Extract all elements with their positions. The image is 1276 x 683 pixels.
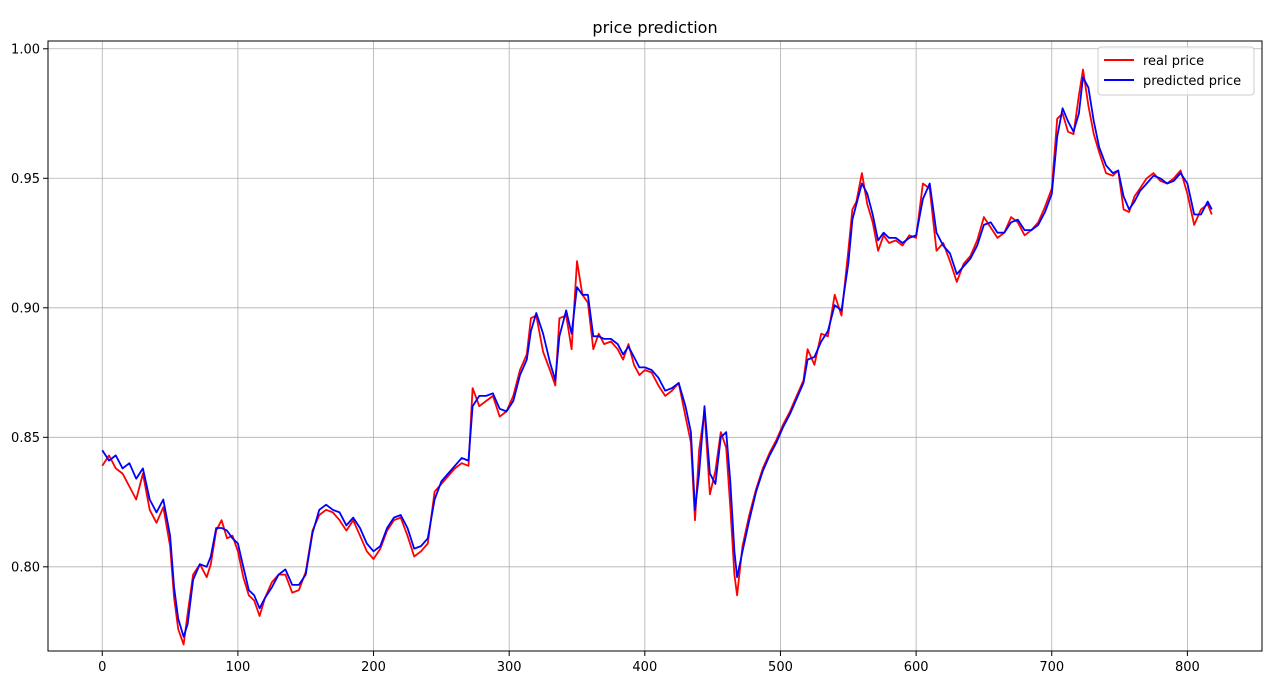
y-tick-label: 0.90 (11, 301, 40, 316)
y-tick-label: 0.80 (11, 560, 40, 575)
y-tick-label: 0.85 (11, 431, 40, 446)
y-tick-label: 0.95 (11, 172, 40, 187)
axis-ticks: 0 100 200 300 400 500 600 700 800 0.80 0.85 0.90 0.9… (11, 42, 1200, 675)
x-tick-label: 400 (632, 660, 657, 675)
legend-label-real-price: real price (1143, 54, 1204, 69)
x-tick-label: 700 (1039, 660, 1064, 675)
x-tick-label: 0 (98, 660, 106, 675)
x-tick-label: 500 (768, 660, 793, 675)
x-tick-label: 200 (361, 660, 386, 675)
x-tick-label: 300 (497, 660, 522, 675)
x-tick-label: 100 (225, 660, 250, 675)
series-line-predicted-price (101, 76, 1213, 638)
x-tick-label: 800 (1175, 660, 1200, 675)
x-tick-label: 600 (904, 660, 929, 675)
legend: real price predicted price (1097, 46, 1255, 96)
chart-title: price prediction (592, 18, 717, 37)
plot-frame (47, 40, 1263, 652)
grid-lines (48, 41, 1262, 651)
legend-box (1097, 46, 1255, 96)
legend-label-predicted-price: predicted price (1143, 74, 1241, 89)
y-tick-label: 1.00 (11, 42, 40, 57)
series-layer (101, 68, 1213, 646)
plot-background (48, 41, 1262, 651)
